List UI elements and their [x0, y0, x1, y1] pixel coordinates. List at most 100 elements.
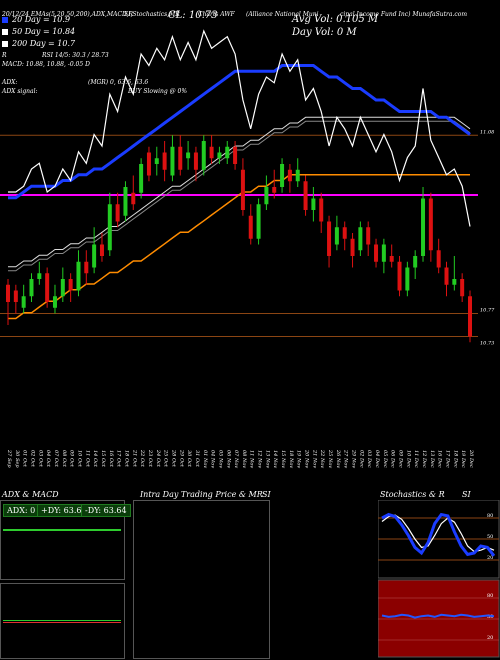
date-tick-label: 06 Dec [390, 450, 396, 468]
candle-body [162, 152, 167, 170]
date-tick-label: 13 Dec [429, 450, 435, 468]
candle-body [186, 152, 191, 159]
date-tick-label: 07 Nov [233, 450, 239, 468]
candle-body [37, 273, 42, 279]
candle-body [468, 296, 472, 337]
date-tick-label: 12 Dec [421, 450, 427, 468]
candle-body [295, 169, 300, 182]
intraday-panel-title-right: SI [262, 490, 271, 499]
date-tick-label: 29 Nov [351, 449, 357, 468]
date-tick-label: 11 Nov [249, 450, 255, 468]
header-mid: SI,Stochastics,MR [124, 11, 180, 18]
date-tick-label: 18 Oct [123, 450, 129, 468]
date-tick-label: 23 Oct [147, 449, 153, 468]
candle-body [256, 204, 261, 239]
date-tick-label: 05 Nov [217, 450, 223, 468]
stoch-level-label: 20 [487, 555, 493, 561]
date-tick-label: 10 Dec [405, 450, 411, 468]
rsi-level-label: 80 [487, 593, 493, 599]
date-tick-label: 29 Oct [178, 449, 184, 468]
candle-body [421, 198, 426, 256]
candle-body [29, 279, 34, 297]
candle-body [374, 244, 379, 262]
date-tick-label: 24 Oct [155, 449, 161, 468]
candle-body [405, 267, 410, 291]
intraday-panel-title: Intra Day Trading Price & MR [140, 490, 263, 499]
legend-ema50-swatch [2, 29, 8, 35]
candle-body [225, 146, 230, 159]
header-description: (Alliance National Muni [246, 11, 319, 18]
date-tick-label: 04 Dec [374, 450, 380, 468]
candle-body [92, 244, 97, 268]
candle-body [460, 279, 465, 297]
date-tick-label: 14 Nov [272, 450, 278, 468]
candle-body [13, 290, 18, 302]
date-tick-label: 10 Oct [76, 450, 82, 468]
candle-body [131, 192, 136, 205]
date-tick-label: 16 Dec [437, 450, 443, 468]
candle-body [170, 146, 175, 176]
date-tick-label: 09 Oct [69, 450, 75, 468]
adx-signal-label: ADX signal: [2, 88, 38, 95]
candle-body [21, 296, 26, 308]
candle-body [428, 198, 433, 251]
candle-body [76, 261, 81, 291]
date-tick-label: 08 Oct [61, 450, 67, 468]
date-tick-label: 25 Nov [327, 449, 333, 468]
date-tick-label: 04 Nov [210, 450, 216, 468]
candle-body [327, 221, 332, 256]
candle-body [99, 244, 104, 256]
candle-body [397, 261, 402, 291]
date-tick-label: 11 Oct [84, 450, 90, 468]
date-tick-label: 25 Oct [163, 449, 169, 468]
date-tick-label: 03 Oct [37, 450, 43, 468]
legend-ema20-swatch [2, 17, 8, 23]
candle-body [413, 256, 418, 268]
candle-body [68, 279, 73, 291]
date-tick-label: 20 Dec [468, 449, 474, 468]
buy-signal: BUY Slowing @ 0% [128, 88, 188, 95]
date-tick-label: 07 Oct [53, 450, 59, 468]
day-volume: Day Vol: 0 M [292, 27, 357, 38]
candle-body [334, 227, 339, 245]
date-tick-label: 27 Sep [6, 449, 12, 468]
date-tick-label: 15 Oct [100, 450, 106, 468]
date-tick-label: 09 Dec [398, 450, 404, 468]
candle-body [154, 158, 159, 164]
stoch-panel-title: Stochastics & R [380, 490, 445, 499]
candle-body [209, 146, 214, 159]
adx-label: ADX: [2, 79, 18, 86]
date-tick-label: 22 Oct [139, 449, 145, 468]
legend-ema20: 20 Day = 10.9 [12, 15, 71, 24]
candle-body [381, 244, 386, 262]
candle-body [319, 198, 324, 222]
date-tick-label: 31 Oct [194, 450, 200, 468]
intraday-panel [133, 500, 270, 659]
date-tick-label: 02 Dec [358, 450, 364, 468]
date-tick-label: 18 Nov [288, 450, 294, 468]
date-tick-label: 13 Nov [264, 450, 270, 468]
candle-body [201, 141, 206, 170]
candle-body [178, 146, 183, 170]
rsi-level-label: 50 [487, 614, 493, 620]
date-tick-label: 28 Oct [170, 449, 176, 468]
date-tick-label: 01 Nov [202, 450, 208, 468]
date-tick-label: 30 Oct [186, 450, 192, 468]
stoch-panel-title-right: SI [462, 490, 471, 499]
date-tick-label: 04 Oct [45, 450, 51, 468]
macd-signal-line [3, 622, 121, 623]
minus-dy-badge: -DY: 63.64 [81, 504, 131, 517]
price-level-label: 10.77 [480, 308, 495, 314]
date-tick-label: 30 Sep [14, 450, 20, 468]
date-tick-label: 20 Nov [304, 449, 310, 468]
date-tick-label: 15 Nov [280, 450, 286, 468]
date-tick-label: 19 Nov [296, 450, 302, 468]
candle-body [115, 204, 120, 222]
candle-body [146, 152, 151, 176]
date-tick-label: 16 Oct [108, 450, 114, 468]
candle-body [193, 152, 198, 170]
ema20-line [8, 64, 471, 200]
ema200-line [8, 174, 470, 320]
candle-body [452, 279, 457, 285]
candle-body [123, 187, 128, 216]
